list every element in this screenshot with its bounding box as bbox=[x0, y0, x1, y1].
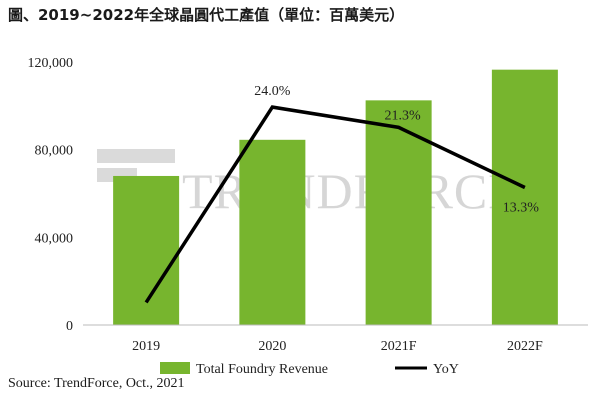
legend-label-line: YoY bbox=[433, 362, 459, 377]
x-tick-label: 2022F bbox=[507, 339, 543, 354]
legend-label-bar: Total Foundry Revenue bbox=[196, 362, 328, 377]
x-tick-label: 2020 bbox=[258, 339, 286, 354]
y-tick-label: 40,000 bbox=[35, 231, 74, 246]
watermark-logo-block-top bbox=[97, 149, 175, 163]
y-tick-label: 0 bbox=[66, 319, 73, 334]
yoy-line bbox=[144, 105, 526, 304]
watermark-text: TRENDFORCE bbox=[182, 163, 520, 219]
chart-title: 圖、2019~2022年全球晶圓代工產值（單位：百萬美元） bbox=[8, 6, 405, 24]
bar-2020 bbox=[239, 139, 306, 325]
x-tick-label: 2021F bbox=[381, 339, 417, 354]
bar-2021F bbox=[365, 100, 432, 326]
x-tick-label: 2019 bbox=[132, 339, 160, 354]
bar-2022F bbox=[491, 69, 558, 325]
legend-swatch-bar bbox=[160, 362, 190, 374]
yoy-data-label: 21.3% bbox=[385, 108, 422, 123]
bar-2019 bbox=[113, 175, 180, 325]
y-tick-label: 80,000 bbox=[35, 144, 74, 159]
legend: Total Foundry Revenue YoY bbox=[160, 362, 459, 377]
yoy-data-label: 13.3% bbox=[503, 200, 540, 215]
source-note: Source: TrendForce, Oct., 2021 bbox=[8, 376, 185, 391]
y-tick-label: 120,000 bbox=[28, 56, 74, 71]
yoy-data-label: 24.0% bbox=[254, 84, 291, 99]
